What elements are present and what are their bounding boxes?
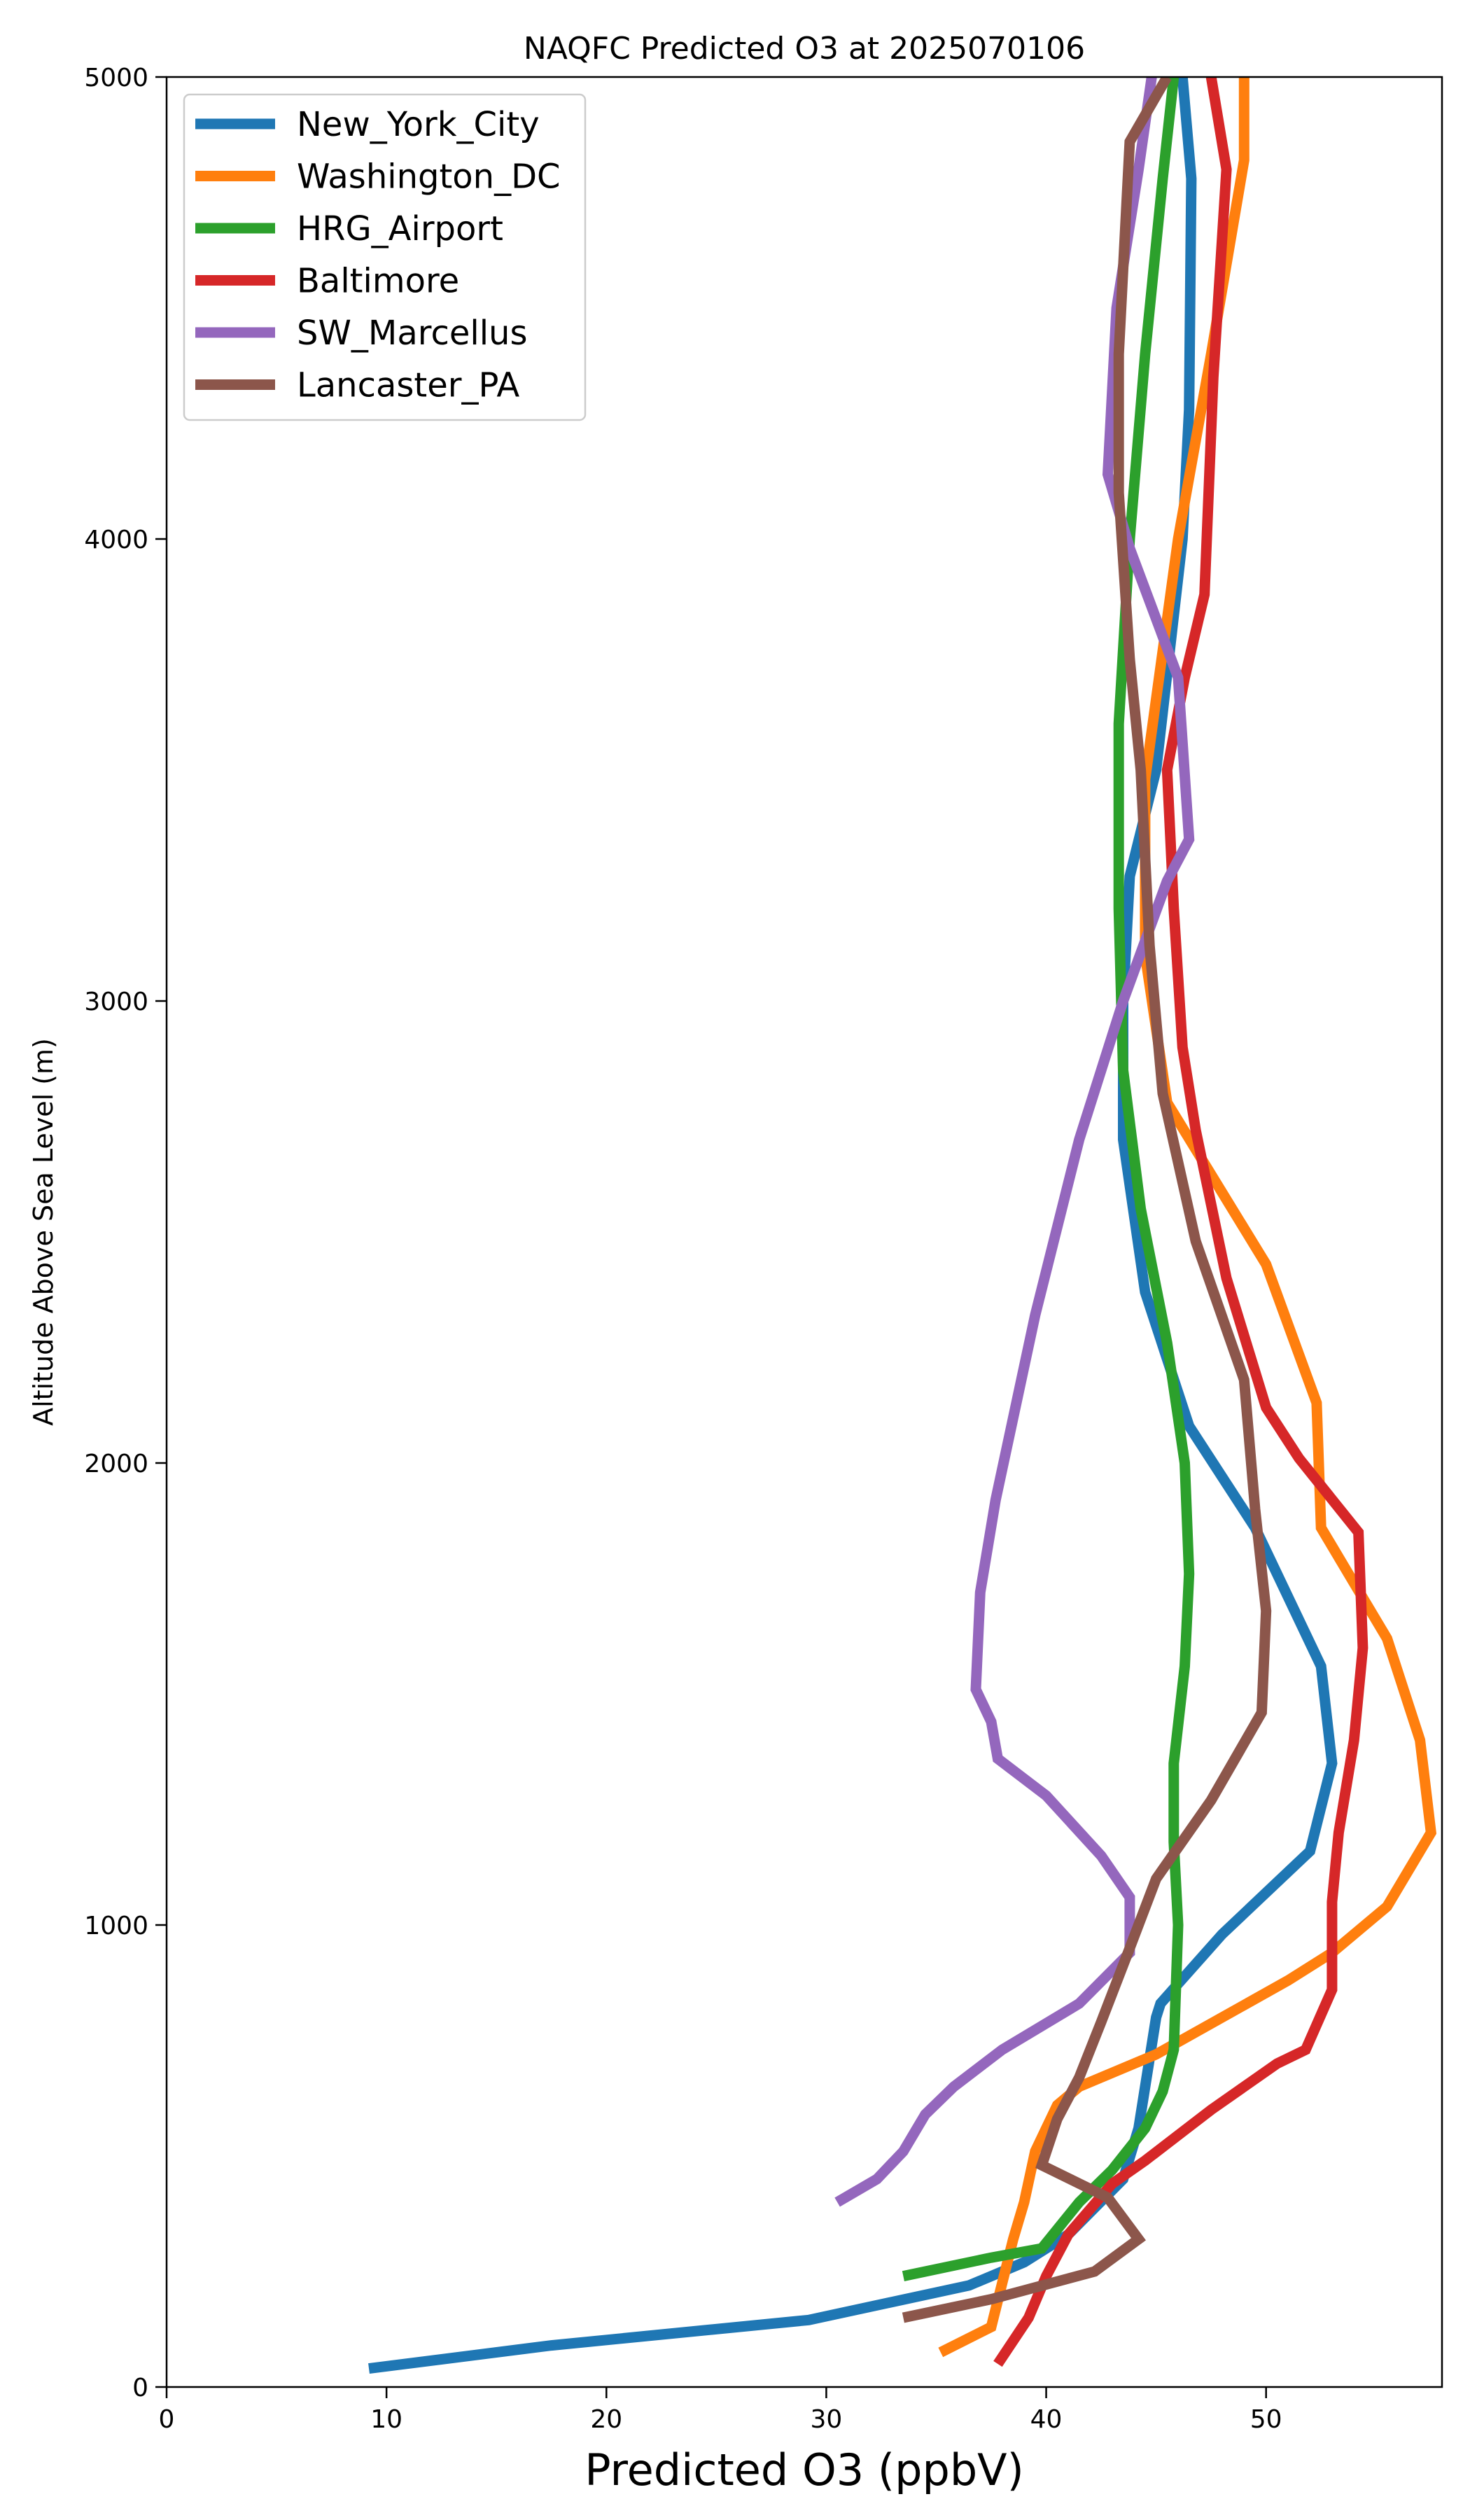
- y-axis: 0 1000 2000 3000 4000 5000: [84, 64, 167, 2402]
- series-line-sw-marcellus: [834, 77, 1195, 2207]
- y-tick-label: 1000: [84, 1912, 148, 1940]
- x-tick-label: 50: [1250, 2405, 1282, 2434]
- legend-label: HRG_Airport: [297, 209, 503, 248]
- legend-box: [183, 93, 587, 421]
- legend-label: Baltimore: [297, 262, 459, 301]
- x-tick-label: 0: [159, 2405, 175, 2434]
- plot-frame: [165, 76, 1443, 2388]
- series-line-lancaster-pa: [902, 77, 1272, 2323]
- x-axis: 0 10 20 30 40 50: [159, 2387, 1282, 2434]
- series-line-new-york-city: [368, 77, 1338, 2374]
- legend-label: SW_Marcellus: [297, 314, 527, 353]
- series-line-baltimore: [993, 77, 1368, 2367]
- y-tick-label: 5000: [84, 64, 148, 92]
- chart-title: NAQFC Predicted O3 at 2025070106: [524, 31, 1085, 66]
- series-layer: [368, 77, 1437, 2374]
- legend: New_York_City Washington_DC HRG_Airport Bal…: [183, 93, 587, 421]
- x-tick-label: 20: [590, 2405, 622, 2434]
- x-tick-label: 10: [370, 2405, 402, 2434]
- x-axis-label: Predicted O3 (ppbV): [584, 2444, 1024, 2496]
- x-tick-label: 40: [1030, 2405, 1063, 2434]
- legend-label: Washington_DC: [297, 158, 561, 197]
- x-tick-label: 30: [811, 2405, 843, 2434]
- y-tick-label: 2000: [84, 1450, 148, 1478]
- y-tick-label: 3000: [84, 988, 148, 1016]
- y-tick-label: 0: [132, 2374, 148, 2402]
- series-line-hrg-airport: [902, 77, 1195, 2281]
- y-tick-label: 4000: [84, 526, 148, 554]
- y-axis-label: Altitude Above Sea Level (m): [28, 1038, 59, 1426]
- legend-label: Lancaster_PA: [297, 366, 519, 405]
- legend-label: New_York_City: [297, 105, 540, 144]
